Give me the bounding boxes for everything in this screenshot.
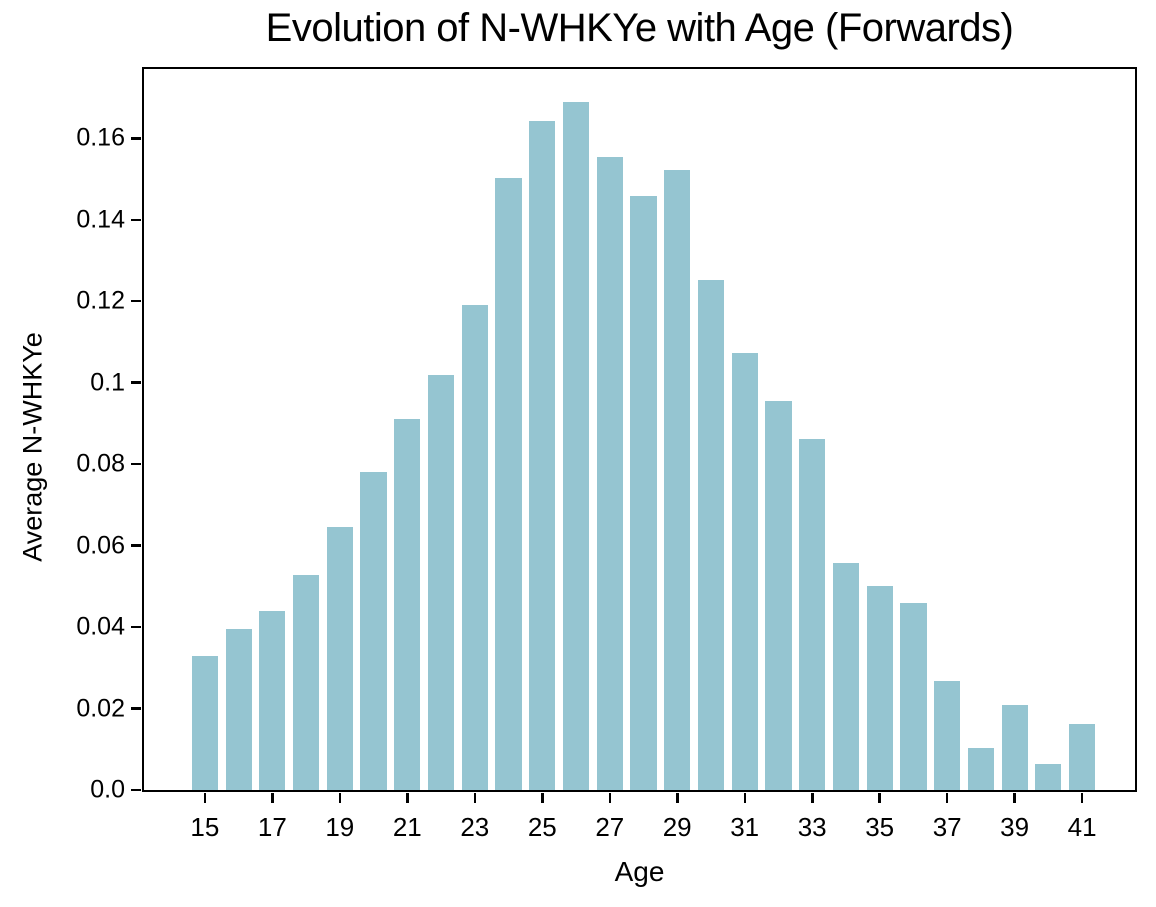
x-tick-label: 37 xyxy=(932,812,962,842)
bar xyxy=(225,629,252,790)
bar xyxy=(799,438,826,790)
bar xyxy=(326,527,353,790)
bar xyxy=(292,574,320,790)
y-tick xyxy=(131,625,141,629)
x-tick xyxy=(1080,793,1084,803)
x-tick xyxy=(338,793,342,803)
bar xyxy=(562,102,590,790)
x-tick-label: 41 xyxy=(1067,812,1097,842)
x-tick-label: 29 xyxy=(662,812,692,842)
x-tick-label: 19 xyxy=(325,812,355,842)
x-tick-label: 25 xyxy=(527,812,557,842)
x-tick xyxy=(203,793,207,803)
x-tick xyxy=(945,793,949,803)
bar xyxy=(664,170,691,790)
y-tick-label: 0.04 xyxy=(76,612,125,641)
bar xyxy=(900,603,927,790)
bar xyxy=(495,178,522,790)
bar xyxy=(191,656,218,790)
bar xyxy=(765,400,792,790)
y-tick xyxy=(131,218,141,221)
y-tick xyxy=(131,381,141,384)
bar xyxy=(1001,704,1028,790)
x-tick xyxy=(878,793,881,803)
y-tick-label: 0.16 xyxy=(76,123,125,152)
bar xyxy=(866,585,893,790)
y-tick-label: 0.06 xyxy=(76,531,125,560)
x-tick-label: 15 xyxy=(190,812,220,842)
bar xyxy=(1035,764,1062,790)
x-tick xyxy=(811,793,814,803)
bar xyxy=(934,681,961,790)
bar xyxy=(731,353,758,790)
bar xyxy=(394,419,421,790)
bar xyxy=(832,563,860,790)
y-tick xyxy=(131,707,141,710)
y-axis-label: Average N-WHKYe xyxy=(17,332,48,562)
bar xyxy=(630,196,657,790)
y-tick-label: 0.14 xyxy=(76,205,125,234)
chart-title: Evolution of N-WHKYe with Age (Forwards) xyxy=(265,6,1014,50)
x-tick-label: 31 xyxy=(730,812,760,842)
x-tick xyxy=(541,793,544,803)
y-tick-label: 0.08 xyxy=(76,449,125,478)
y-tick xyxy=(131,462,141,466)
x-tick xyxy=(271,793,274,803)
x-tick xyxy=(473,793,476,803)
y-tick xyxy=(131,137,141,140)
bar xyxy=(697,280,725,790)
x-tick-label: 39 xyxy=(1000,812,1030,842)
x-axis-label: Age xyxy=(614,856,665,887)
x-tick-label: 23 xyxy=(460,812,490,842)
x-tick xyxy=(608,793,611,803)
y-tick-label: 0.1 xyxy=(90,368,125,397)
x-tick-label: 35 xyxy=(865,812,895,842)
x-tick-label: 17 xyxy=(257,812,287,842)
bar xyxy=(360,471,387,790)
y-tick-label: 0.12 xyxy=(76,286,125,315)
bar xyxy=(1069,723,1096,790)
bar xyxy=(596,157,623,790)
x-tick-label: 33 xyxy=(797,812,827,842)
y-tick xyxy=(131,788,141,792)
bar xyxy=(259,611,286,790)
y-tick-label: 0.0 xyxy=(90,775,125,804)
bar xyxy=(461,304,488,790)
x-tick-label: 21 xyxy=(392,812,422,842)
bar xyxy=(529,120,556,790)
x-tick-label: 27 xyxy=(595,812,625,842)
plot-area: 15 17 19 21 23 25 27 29 31 33 35 37 39 41 0.0 0.02 0.04 0… xyxy=(76,67,1137,840)
x-tick xyxy=(743,793,746,803)
x-tick xyxy=(676,793,679,803)
x-tick xyxy=(1013,793,1016,803)
y-tick xyxy=(131,299,141,303)
x-tick xyxy=(406,793,409,803)
y-tick-label: 0.02 xyxy=(76,694,125,722)
bar xyxy=(967,747,994,790)
y-tick xyxy=(131,544,141,547)
bar xyxy=(427,375,455,790)
